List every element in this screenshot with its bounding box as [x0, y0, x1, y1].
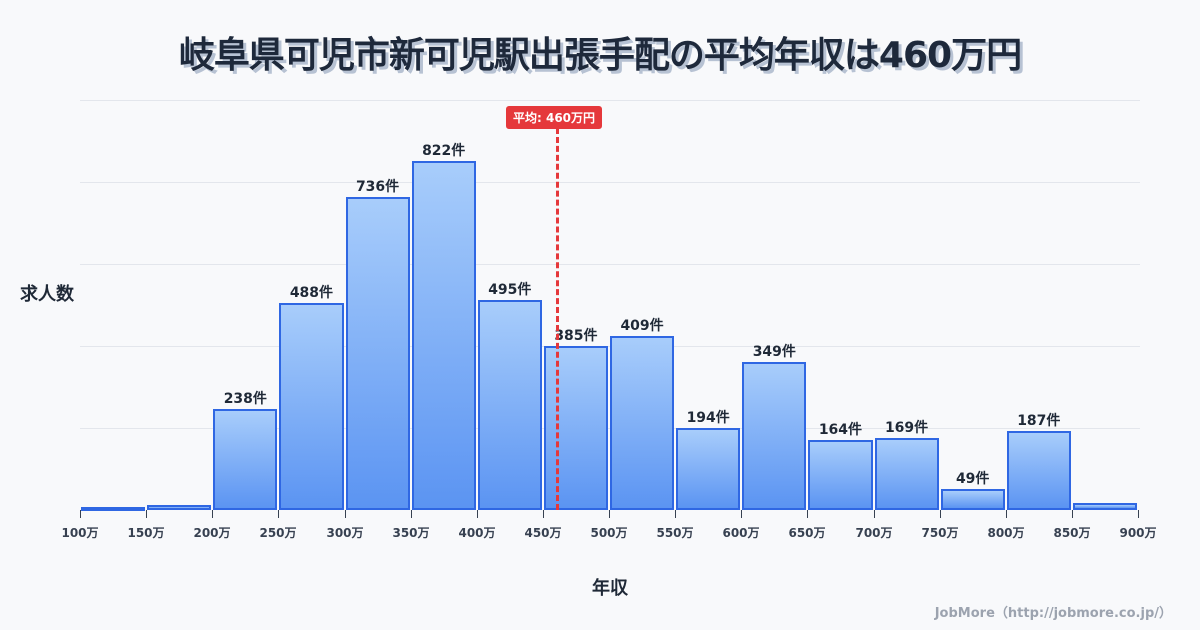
bar-value-label: 495件: [488, 282, 532, 298]
x-tick: [146, 510, 147, 518]
x-tick: [543, 510, 544, 518]
mean-line: [556, 128, 559, 510]
bar-value-label: 238件: [223, 391, 267, 407]
x-tick: [1006, 510, 1007, 518]
x-tick-label: 800万: [987, 526, 1025, 540]
histogram-bar: [940, 489, 1005, 510]
bar-value-label: 194件: [686, 410, 730, 426]
x-tick: [278, 510, 279, 518]
histogram-bar: [874, 438, 939, 510]
histogram-bar: [1072, 503, 1137, 510]
gridline: [80, 100, 1140, 101]
x-tick-label: 550万: [656, 526, 694, 540]
bar-value-label: 49件: [955, 471, 990, 487]
x-tick: [411, 510, 412, 518]
x-tick: [940, 510, 941, 518]
x-tick: [741, 510, 742, 518]
histogram-bar: [279, 303, 344, 510]
bar-value-label: 169件: [884, 420, 929, 436]
histogram-bar: [213, 409, 278, 510]
histogram-bar: [742, 362, 807, 510]
x-tick-label: 150万: [127, 526, 165, 540]
credit-text: JobMore（http://jobmore.co.jp/）: [934, 606, 1172, 621]
x-tick-label: 500万: [590, 526, 628, 540]
x-tick: [345, 510, 346, 518]
x-axis-label: 年収: [592, 578, 628, 599]
x-tick-label: 400万: [458, 526, 496, 540]
bar-value-label: 349件: [752, 344, 796, 360]
x-tick-label: 850万: [1053, 526, 1091, 540]
x-tick: [874, 510, 875, 518]
histogram-bar: [477, 300, 542, 510]
bar-value-label: 187件: [1017, 413, 1061, 429]
x-tick-label: 900万: [1119, 526, 1157, 540]
histogram-bar: [81, 507, 146, 511]
x-tick: [212, 510, 213, 518]
mean-badge: 平均: 460万円: [506, 106, 603, 129]
x-tick-label: 350万: [392, 526, 430, 540]
chart-title: 岐阜県可児市新可児駅出張手配の平均年収は460万円: [178, 35, 1022, 76]
x-tick: [609, 510, 610, 518]
histogram-bar: [676, 428, 741, 510]
x-tick-label: 250万: [259, 526, 297, 540]
x-tick: [1138, 510, 1139, 518]
histogram-bar: [147, 505, 212, 510]
x-tick: [80, 510, 81, 518]
x-tick: [807, 510, 808, 518]
histogram-bar: [610, 336, 675, 510]
bar-value-label: 385件: [554, 328, 598, 344]
x-tick: [675, 510, 676, 518]
histogram-bar: [345, 197, 410, 510]
x-tick-label: 750万: [921, 526, 959, 540]
x-tick-label: 100万: [61, 526, 99, 540]
gridline: [80, 182, 1140, 183]
bar-value-label: 736件: [355, 179, 400, 195]
bar-value-label: 409件: [620, 318, 664, 334]
bar-value-label: 488件: [289, 285, 334, 301]
histogram-bar: [808, 440, 873, 510]
histogram-bar: [543, 346, 608, 510]
x-tick-label: 650万: [788, 526, 826, 540]
x-tick-label: 200万: [193, 526, 231, 540]
x-tick-label: 450万: [524, 526, 562, 540]
histogram-bar: [1006, 431, 1071, 510]
x-tick-label: 700万: [855, 526, 893, 540]
bar-value-label: 164件: [818, 422, 863, 438]
x-tick: [1072, 510, 1073, 518]
y-axis-label: 求人数: [20, 284, 74, 305]
bar-value-label: 822件: [422, 143, 466, 159]
x-tick: [477, 510, 478, 518]
x-tick-label: 600万: [722, 526, 760, 540]
histogram-bar: [411, 161, 476, 510]
gridline: [80, 264, 1140, 265]
x-tick-label: 300万: [326, 526, 364, 540]
